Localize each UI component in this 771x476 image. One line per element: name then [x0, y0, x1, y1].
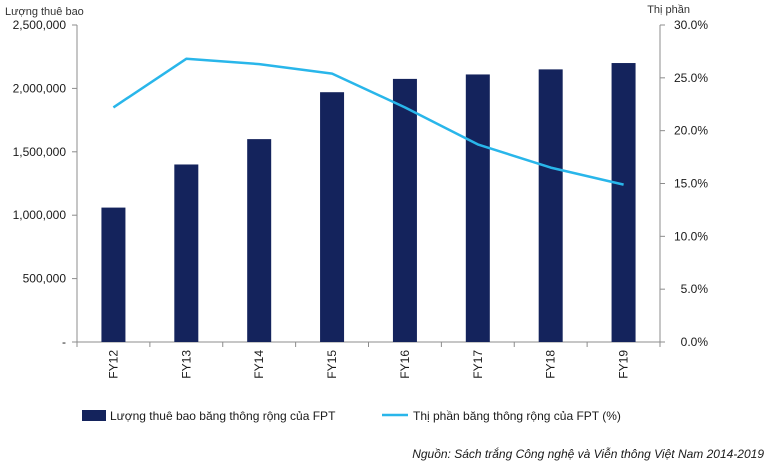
- legend: Lượng thuê bao băng thông rộng của FPT T…: [82, 409, 621, 423]
- right-tick-label: 30.0%: [674, 18, 708, 32]
- x-tick-label: FY18: [544, 350, 558, 379]
- bar: [247, 139, 272, 342]
- right-axis-title: Thị phần: [647, 4, 690, 16]
- bar-series: [101, 63, 636, 343]
- left-axis-ticks: - 500,000 1,000,000 1,500,000 2,000,000 2,500…: [13, 18, 77, 349]
- right-tick-label: 15.0%: [674, 177, 708, 191]
- left-tick-label: 2,500,000: [13, 18, 67, 32]
- left-tick-label: 500,000: [23, 272, 67, 286]
- left-tick-label: -: [62, 335, 66, 349]
- right-tick-label: 25.0%: [674, 71, 708, 85]
- x-tick-label: FY16: [398, 350, 412, 379]
- right-tick-label: 0.0%: [681, 335, 709, 349]
- bar: [101, 207, 126, 342]
- x-axis-tick-labels: FY12 FY13 FY14 FY15 FY16 FY17 FY18 FY19: [76, 342, 661, 379]
- legend-label-bar: Lượng thuê bao băng thông rộng của FPT: [110, 409, 336, 423]
- bar: [174, 164, 199, 342]
- source-note: Nguồn: Sách trắng Công nghệ và Viễn thôn…: [412, 446, 764, 461]
- left-tick-label: 1,000,000: [13, 208, 67, 222]
- left-axis-title: Lượng thuê bao: [5, 6, 84, 18]
- market-share-line: [112, 57, 624, 186]
- right-tick-label: 5.0%: [681, 282, 709, 296]
- x-tick-label: FY17: [471, 350, 485, 379]
- left-tick-label: 1,500,000: [13, 145, 67, 159]
- x-tick-label: FY15: [325, 350, 339, 379]
- bar: [392, 78, 417, 342]
- left-tick-label: 2,000,000: [13, 81, 67, 95]
- x-tick-label: FY19: [617, 350, 631, 379]
- right-axis-ticks: 0.0% 5.0% 10.0% 15.0% 20.0% 25.0% 30.0%: [660, 18, 708, 349]
- legend-swatch-bar: [82, 410, 106, 421]
- right-tick-label: 20.0%: [674, 124, 708, 138]
- x-tick-label: FY12: [106, 350, 120, 379]
- bar: [611, 63, 636, 342]
- bar: [465, 74, 490, 343]
- bar: [538, 69, 563, 342]
- x-tick-label: FY13: [179, 350, 193, 379]
- bar: [320, 92, 345, 342]
- x-tick-label: FY14: [252, 350, 266, 379]
- legend-label-line: Thị phần băng thông rộng của FPT (%): [413, 409, 621, 423]
- right-tick-label: 10.0%: [674, 229, 708, 243]
